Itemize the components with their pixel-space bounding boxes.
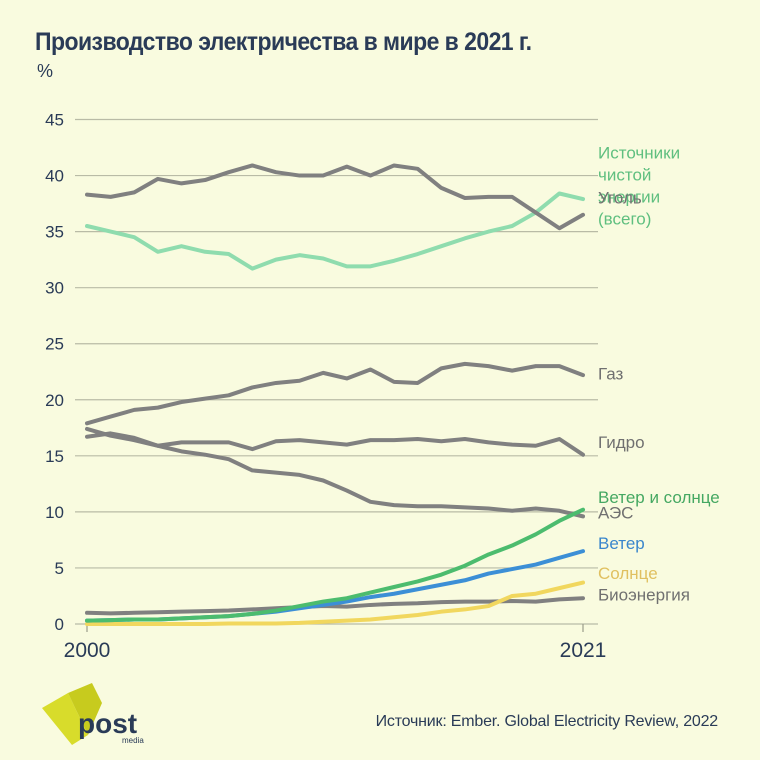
series-line-1 bbox=[85, 163, 585, 231]
x-tick-label: 2000 bbox=[64, 639, 111, 662]
source-note: Источник: Ember. Global Electricity Revi… bbox=[375, 713, 719, 730]
series-line-7 bbox=[85, 580, 585, 626]
y-tick-label: 20 bbox=[45, 391, 64, 410]
series-line-5 bbox=[85, 507, 585, 623]
vpost-logo: post media bbox=[42, 683, 144, 745]
series-line-3 bbox=[85, 431, 585, 457]
series-label: Биоэнергия bbox=[598, 585, 690, 604]
gridlines bbox=[75, 118, 598, 625]
logo-subtext: media bbox=[122, 736, 144, 745]
series-label: АЭС bbox=[598, 504, 633, 523]
y-tick-label: 25 bbox=[45, 335, 64, 354]
series-label: Гидро bbox=[598, 433, 645, 452]
series-label: Уголь bbox=[598, 189, 642, 208]
series-label: чистой bbox=[598, 166, 651, 185]
y-tick-label: 15 bbox=[45, 447, 64, 466]
y-tick-label: 0 bbox=[55, 615, 64, 634]
series-label: (всего) bbox=[598, 210, 651, 229]
x-axis: 2000 2021 bbox=[64, 624, 607, 662]
series-label: энергии bbox=[598, 188, 660, 207]
x-tick-label: 2021 bbox=[560, 639, 607, 662]
y-tick-labels: 0 5 10 15 20 25 30 35 40 45 bbox=[45, 111, 64, 635]
series-lines bbox=[85, 163, 585, 626]
y-tick-label: 30 bbox=[45, 279, 64, 298]
series-line-0 bbox=[85, 191, 585, 271]
series-labels: Источники чистой энергии (всего) Уголь Газ Гид… bbox=[598, 144, 720, 605]
series-label: Ветер bbox=[598, 534, 645, 553]
y-tick-label: 40 bbox=[45, 167, 64, 186]
chart-title: Производство электричества в мире в 2021… bbox=[35, 28, 532, 56]
series-label: Ветер и солнце bbox=[598, 488, 720, 507]
logo-v-left-shape bbox=[42, 693, 88, 745]
y-tick-label: 35 bbox=[45, 223, 64, 242]
y-tick-label: 45 bbox=[45, 111, 64, 130]
y-axis-unit: % bbox=[37, 61, 54, 81]
series-line-4 bbox=[85, 426, 585, 519]
logo-text: post bbox=[78, 708, 137, 739]
series-label: Источники bbox=[598, 144, 680, 163]
series-label: Солнце bbox=[598, 564, 658, 583]
y-tick-label: 10 bbox=[45, 503, 64, 522]
logo-v-right-shape bbox=[68, 683, 102, 735]
series-line-2 bbox=[85, 361, 585, 426]
series-label: Газ bbox=[598, 365, 624, 384]
y-tick-label: 5 bbox=[55, 559, 64, 578]
